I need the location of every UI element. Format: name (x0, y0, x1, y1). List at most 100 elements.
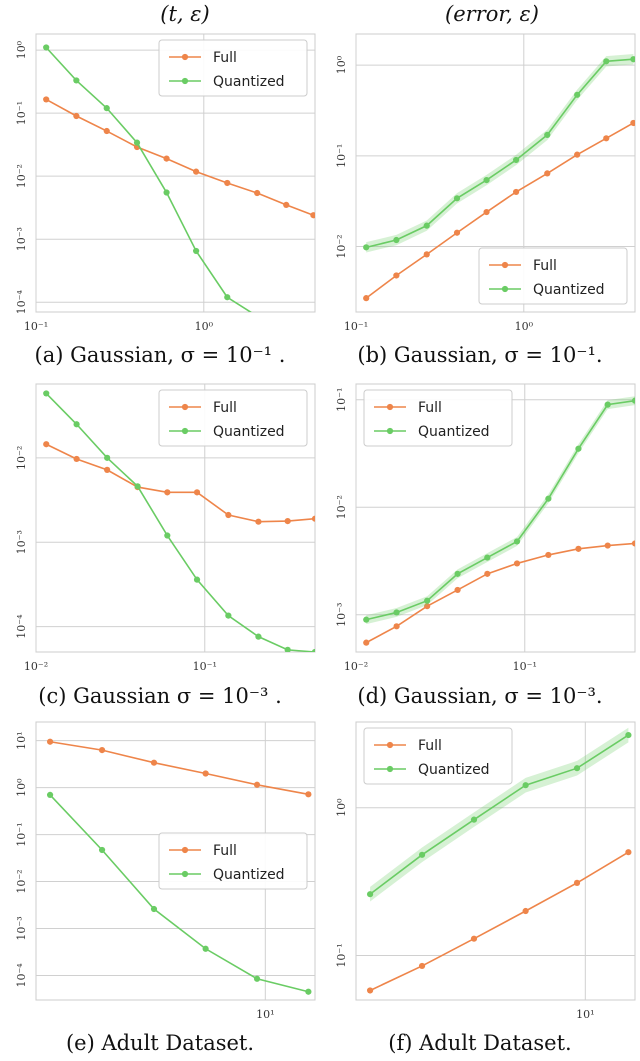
confidence-band-f-1 (370, 727, 629, 902)
legend-swatch-marker-c-1 (181, 427, 189, 435)
caption-e: (e) Adult Dataset. (65, 1031, 255, 1055)
legend-label-a-0: Full (213, 50, 237, 66)
data-point-c-full-0 (43, 441, 50, 448)
data-point-e-quantized-3 (202, 945, 209, 952)
data-point-b-full-6 (544, 170, 551, 177)
data-point-c-full-2 (104, 466, 111, 473)
data-point-d-full-3 (454, 586, 461, 594)
y-tick-label-f-0: 10⁰ (335, 798, 348, 817)
data-point-b-full-8 (603, 135, 610, 142)
data-point-f-full-4 (573, 879, 581, 886)
data-point-b-quantized-0 (363, 244, 370, 251)
series-group-d (363, 396, 635, 646)
legend-label-f-0: Full (418, 738, 442, 754)
data-point-c-quantized-3 (134, 483, 141, 490)
data-point-d-full-0 (363, 639, 370, 646)
data-point-b-quantized-2 (423, 222, 430, 229)
data-point-f-full-1 (418, 962, 426, 970)
data-point-b-full-9 (630, 119, 635, 127)
x-tick-label-a-1: 10⁰ (195, 320, 214, 333)
x-tick-label-b-0: 10⁻¹ (344, 320, 368, 333)
y-tick-label-e-5: 10⁻⁴ (15, 963, 28, 988)
data-point-c-full-4 (164, 489, 171, 496)
y-tick-label-c-0: 10⁻² (15, 446, 28, 470)
data-point-d-full-6 (545, 551, 552, 559)
y-tick-label-f-1: 10⁻¹ (335, 943, 348, 967)
data-point-a-quantized-4 (163, 189, 170, 196)
data-point-a-quantized-7 (254, 313, 260, 319)
data-point-f-quantized-4 (573, 765, 581, 772)
series-line-a-quantized (45, 46, 253, 312)
data-point-a-full-9 (310, 212, 315, 219)
series-group-a (43, 44, 315, 319)
data-point-d-full-7 (575, 545, 582, 552)
data-point-d-full-5 (513, 560, 521, 567)
data-point-a-quantized-6 (224, 294, 231, 301)
data-point-d-quantized-7 (575, 445, 582, 452)
x-tick-label-b-1: 10⁰ (515, 320, 534, 333)
chart-c-svg: 10⁻² 10⁻¹ 10⁻² 10⁻³ 10⁻⁴ Full Quantized (15, 383, 316, 673)
data-point-a-full-5 (193, 168, 200, 175)
data-point-c-quantized-0 (43, 390, 50, 397)
data-point-d-quantized-8 (604, 401, 611, 408)
data-point-d-quantized-5 (513, 538, 521, 545)
data-point-d-full-1 (393, 623, 400, 630)
chart-panel-e: 10¹ 10¹ 10⁰ 10⁻¹ 10⁻² 10⁻³ 10⁻⁴ Full Quantized (0, 718, 320, 1028)
data-point-e-full-5 (305, 791, 312, 798)
data-point-f-quantized-5 (625, 731, 632, 739)
y-tick-label-e-1: 10⁰ (15, 778, 28, 797)
data-point-d-full-4 (484, 570, 491, 577)
legend-swatch-marker-b-1 (501, 285, 509, 293)
chart-e-svg: 10¹ 10¹ 10⁰ 10⁻¹ 10⁻² 10⁻³ 10⁻⁴ Full Quantized (15, 721, 316, 1021)
series-line-e-full (49, 740, 309, 796)
legend-d: Full Quantized (363, 389, 513, 447)
data-point-c-quantized-7 (255, 633, 262, 640)
data-point-c-quantized-6 (225, 612, 232, 619)
data-point-e-quantized-2 (150, 905, 158, 913)
series-group-c (43, 390, 315, 652)
x-tick-label-d-1: 10⁻¹ (513, 660, 537, 673)
legend-label-d-1: Quantized (418, 424, 490, 440)
data-point-e-quantized-4 (253, 975, 261, 982)
legend-label-c-0: Full (213, 400, 237, 416)
series-line-d-full (365, 542, 635, 644)
y-tick-label-b-0: 10⁰ (335, 55, 348, 74)
y-tick-label-b-1: 10⁻¹ (335, 144, 348, 168)
data-point-d-quantized-0 (363, 616, 370, 623)
caption-c: (c) Gaussian σ = 10⁻³ . (38, 684, 282, 708)
data-point-c-quantized-1 (73, 421, 80, 428)
chart-d-svg: 10⁻² 10⁻¹ 10⁻¹ 10⁻² 10⁻³ Full Quantized (335, 383, 636, 673)
caption-f: (f) Adult Dataset. (388, 1031, 572, 1055)
data-point-a-quantized-5 (193, 247, 200, 255)
data-point-e-quantized-0 (46, 791, 54, 799)
chart-b-svg: 10⁻¹ 10⁰ 10⁰ 10⁻¹ 10⁻² Full Quantized (335, 33, 636, 333)
legend-label-a-1: Quantized (213, 74, 285, 90)
legend-e: Full Quantized (158, 832, 308, 890)
series-line-c-quantized (45, 392, 315, 652)
legend-f: Full Quantized (363, 727, 513, 785)
data-point-d-quantized-6 (545, 495, 552, 502)
chart-panel-c: 10⁻² 10⁻¹ 10⁻² 10⁻³ 10⁻⁴ Full Quantized (0, 380, 320, 680)
data-point-b-quantized-7 (574, 91, 581, 98)
legend-box-b (478, 247, 628, 305)
y-tick-label-c-1: 10⁻³ (15, 530, 28, 554)
data-point-d-full-2 (424, 603, 431, 610)
data-point-f-full-5 (625, 849, 632, 856)
legend-label-e-1: Quantized (213, 867, 285, 883)
data-point-e-quantized-5 (305, 988, 312, 995)
right-column-title: (error, ε) (445, 2, 539, 26)
data-point-f-full-2 (470, 935, 478, 942)
x-tick-label-f-0: 10¹ (576, 1008, 594, 1021)
legend-box-d (363, 389, 513, 447)
series-group-b (363, 54, 635, 302)
data-point-b-full-2 (423, 251, 430, 258)
data-point-b-quantized-6 (544, 131, 551, 139)
caption-b: (b) Gaussian, σ = 10⁻¹. (357, 343, 603, 367)
data-point-a-full-6 (224, 179, 231, 187)
legend-swatch-marker-f-0 (386, 741, 394, 749)
legend-c: Full Quantized (158, 389, 308, 447)
legend-swatch-marker-a-1 (181, 77, 189, 85)
data-point-e-full-3 (202, 770, 209, 777)
data-point-c-full-6 (225, 511, 232, 519)
legend-swatch-marker-f-1 (386, 765, 394, 773)
